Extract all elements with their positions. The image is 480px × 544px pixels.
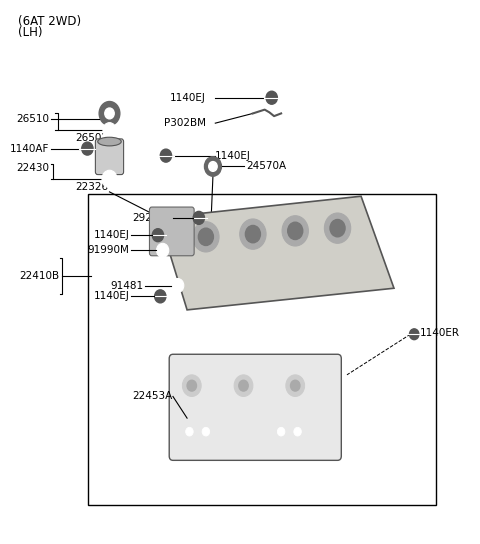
Text: 22430: 22430 — [16, 163, 49, 172]
Circle shape — [156, 243, 169, 257]
Text: (LH): (LH) — [18, 26, 42, 39]
Circle shape — [82, 142, 93, 155]
Text: 91990M: 91990M — [88, 245, 130, 255]
FancyBboxPatch shape — [96, 139, 124, 175]
Circle shape — [266, 91, 277, 104]
Ellipse shape — [98, 137, 121, 146]
Text: 1140EJ: 1140EJ — [94, 292, 130, 301]
Circle shape — [239, 380, 248, 391]
Circle shape — [290, 380, 300, 391]
Text: P302BM: P302BM — [164, 118, 206, 128]
Circle shape — [182, 375, 201, 397]
Circle shape — [282, 216, 308, 246]
Circle shape — [409, 329, 419, 339]
Text: 22410B: 22410B — [19, 271, 59, 281]
Circle shape — [155, 290, 166, 303]
Circle shape — [288, 222, 303, 239]
Circle shape — [202, 428, 210, 436]
Text: 1140EJ: 1140EJ — [94, 230, 130, 240]
Text: (6AT 2WD): (6AT 2WD) — [18, 15, 81, 28]
Text: 1140EJ: 1140EJ — [170, 92, 206, 103]
Circle shape — [193, 212, 204, 224]
Circle shape — [198, 228, 214, 245]
Text: 24570A: 24570A — [246, 162, 286, 171]
Circle shape — [245, 225, 261, 243]
Circle shape — [286, 375, 305, 397]
Circle shape — [103, 122, 116, 138]
Circle shape — [204, 157, 221, 176]
Circle shape — [324, 213, 351, 243]
Text: 26510: 26510 — [16, 114, 49, 125]
Circle shape — [234, 375, 253, 397]
Circle shape — [330, 219, 345, 237]
Circle shape — [102, 170, 117, 188]
Circle shape — [277, 428, 285, 436]
Text: 91481: 91481 — [111, 281, 144, 290]
Text: 26502: 26502 — [76, 133, 108, 144]
Polygon shape — [159, 196, 394, 310]
Circle shape — [152, 228, 164, 242]
FancyBboxPatch shape — [169, 354, 341, 460]
Circle shape — [193, 221, 219, 252]
Circle shape — [187, 380, 196, 391]
Text: 1140ER: 1140ER — [420, 327, 460, 338]
Circle shape — [160, 149, 171, 162]
FancyBboxPatch shape — [149, 207, 194, 256]
Circle shape — [240, 219, 266, 249]
Circle shape — [171, 279, 184, 293]
Text: 22326: 22326 — [76, 182, 109, 192]
Text: 1140EJ: 1140EJ — [216, 151, 251, 160]
Text: 29246A: 29246A — [132, 213, 172, 223]
Text: 22453A: 22453A — [132, 392, 172, 401]
Circle shape — [99, 102, 120, 125]
Text: 1140AF: 1140AF — [10, 144, 49, 153]
Circle shape — [294, 428, 301, 436]
Circle shape — [105, 108, 114, 119]
Circle shape — [209, 162, 217, 171]
Circle shape — [186, 428, 193, 436]
